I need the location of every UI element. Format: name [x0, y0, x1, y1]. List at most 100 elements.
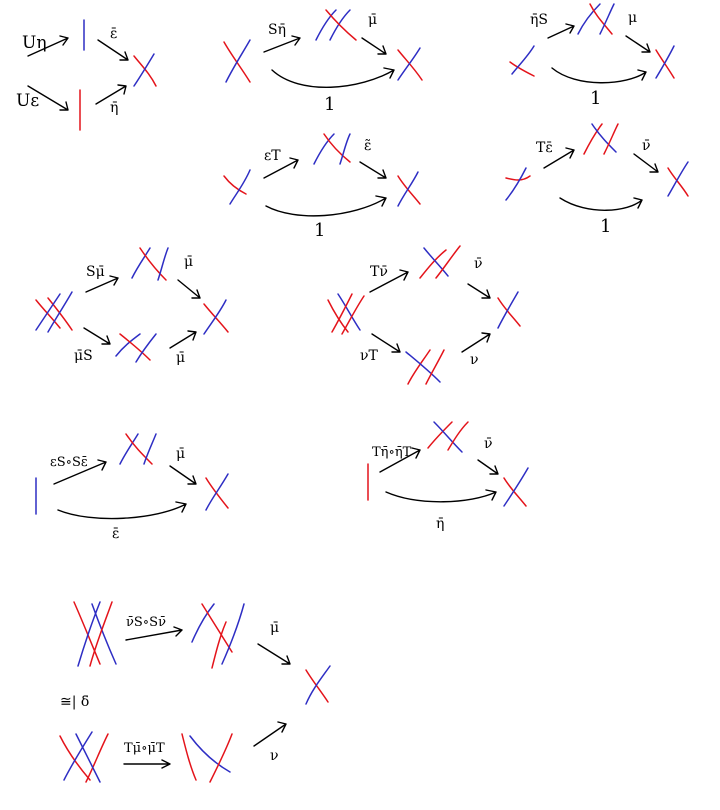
strand-red-bottom-b — [209, 733, 233, 783]
strand-blue-d — [75, 733, 101, 783]
arrow-eps-bar-2 — [57, 501, 187, 520]
arrow-u-eps — [27, 85, 69, 111]
arrow-nu-1 — [461, 332, 491, 353]
strand-red-top-a — [419, 249, 447, 279]
label-eta-bar-s: η̄S — [530, 12, 548, 28]
triangle-t-eta: Tη̄∘η̄T ν̄ η̄ — [367, 421, 529, 532]
label-iso-delta: ≅| δ̄ — [60, 694, 89, 710]
arrow-nu-bar-3 — [477, 459, 499, 475]
arrow-eps-bar — [97, 39, 129, 61]
arrow-eta-bar-s — [547, 23, 575, 39]
strand-blue-target — [497, 291, 519, 329]
label-nu-1: ν — [470, 352, 479, 368]
strand-red-d — [85, 733, 109, 783]
arrow-identity-3 — [265, 195, 387, 217]
arrow-nu-t — [371, 333, 401, 353]
label-eps-bar-2: ε̄ — [112, 526, 119, 542]
arrow-s-eta-bar — [263, 35, 301, 53]
strand-blue-c — [63, 731, 93, 781]
label-one-1: 1 — [324, 94, 335, 115]
crossing-blue — [133, 53, 155, 87]
strand-red-bottom-a — [407, 349, 431, 385]
label-eps-s-o-s-eps: εS∘Sε̄ — [50, 455, 88, 470]
strand-red-b — [89, 601, 113, 667]
strand-red-top — [201, 603, 233, 653]
label-eps-tilde: ε̃ — [364, 138, 371, 154]
arrow-nu-2 — [253, 721, 287, 747]
arrow-t-mu-o-mu-t — [123, 759, 171, 769]
square-delta: ν̄S∘Sν̄ μ̄ ≅| δ̄ Tμ̄∘μ̄T ν — [59, 601, 331, 783]
strand-blue-a — [91, 603, 117, 665]
strand-blue — [225, 39, 251, 83]
label-eta-bar-1: η̄ — [110, 100, 118, 116]
label-mu-bar-1: μ̄ — [368, 12, 377, 28]
strand-blue-top-b — [221, 603, 245, 665]
triangle-eps-s: εS∘Sε̄ μ̄ ε̄ — [35, 433, 229, 542]
strand-blue-top — [433, 421, 463, 453]
strand-red-target — [667, 167, 689, 197]
label-one-2: 1 — [590, 88, 601, 109]
label-mu-bar-3: μ̄ — [176, 350, 185, 366]
strand-blue-bottom-a — [115, 333, 141, 357]
arrow-t-eps-bar — [543, 147, 575, 169]
arrow-identity-4 — [559, 197, 643, 211]
strand-blue-target — [667, 161, 689, 197]
strand-blue — [505, 167, 527, 201]
arrow-eps-t — [263, 157, 299, 179]
strand-blue-a — [313, 133, 335, 165]
strand-blue-top-a — [119, 433, 139, 465]
label-t-eps-bar: Tε̄ — [536, 140, 553, 156]
arrow-mu-bar-3 — [169, 330, 197, 349]
square-s-mu: Sμ̄ μ̄ μ̄S μ̄ — [35, 247, 229, 366]
label-u-eps: Uε — [16, 91, 39, 111]
strand-blue-target — [203, 299, 227, 335]
strand-red-a — [583, 123, 603, 155]
label-t-eta-o-eta-t: Tη̄∘η̄T — [372, 445, 412, 460]
strand-blue-bottom — [189, 735, 231, 773]
arrow-s-mu-bar — [85, 275, 119, 293]
strand-red-b — [603, 123, 619, 155]
label-t-nu-bar: Tν̄ — [370, 264, 388, 280]
strand-red-a — [325, 9, 357, 41]
strand-blue-b — [329, 9, 351, 41]
strand-blue-b — [339, 133, 351, 165]
label-s-mu-bar: Sμ̄ — [86, 264, 105, 280]
strand-blue-a — [35, 293, 61, 331]
strand-red-a — [589, 3, 613, 35]
label-nu-bar-3: ν̄ — [484, 436, 493, 452]
label-mu-bar-2: μ̄ — [184, 254, 193, 270]
arrow-eps-s-o-s-eps — [53, 459, 107, 485]
label-eps-t: εT — [264, 148, 281, 164]
label-nu-t: νT — [360, 348, 379, 364]
strand-blue-target — [397, 47, 421, 81]
strand-red-a — [323, 133, 351, 163]
strand-red-top-b — [211, 621, 227, 669]
arrow-nu-bar-1 — [633, 153, 659, 173]
strand-red-bottom-a — [181, 733, 197, 781]
strand-blue-b — [47, 291, 73, 333]
label-nu-s-o-s-nu: ν̄S∘Sν̄ — [126, 615, 166, 630]
strand-blue — [511, 45, 535, 75]
arrow-identity-1 — [271, 67, 395, 88]
strand-red-target — [497, 297, 521, 327]
strand-red-target — [397, 49, 423, 81]
strand-blue-top-a — [191, 603, 215, 643]
label-mu-bar-4: μ̄ — [176, 446, 185, 462]
arrow-t-eta-o-eta-t — [379, 447, 421, 473]
strand-red-a — [73, 601, 101, 665]
arrow-t-nu-bar — [369, 269, 409, 293]
arrow-mu-bar-s — [83, 327, 111, 345]
strand-red-top-a — [427, 421, 453, 449]
unit-maps-group: Uη Uε ε̄ η̄ — [16, 19, 157, 131]
strand-red-target — [203, 303, 229, 333]
label-eps-bar-1: ε̄ — [110, 26, 117, 42]
label-nu-bar-2: ν̄ — [474, 256, 483, 272]
strand-blue-target — [305, 665, 331, 705]
crossing-red — [133, 55, 157, 87]
strand-blue-a — [577, 3, 601, 35]
triangle-eta-s: η̄S μ 1 — [509, 3, 675, 109]
strand-blue-a — [591, 123, 617, 153]
strand-red-a — [327, 299, 349, 333]
strand-red-top — [139, 247, 167, 281]
